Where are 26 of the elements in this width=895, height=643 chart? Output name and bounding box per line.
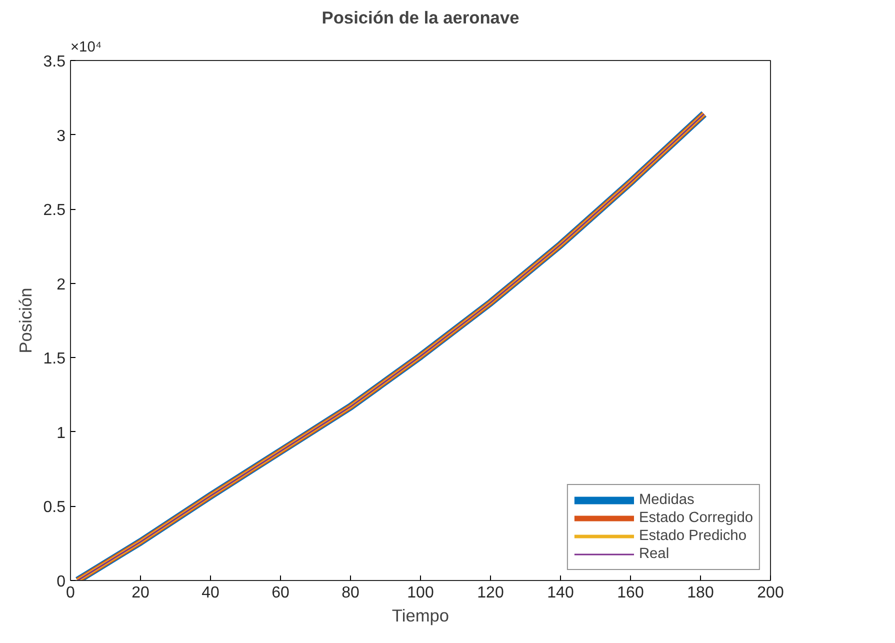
x-tick-label: 180	[687, 584, 714, 602]
legend-label: Estado Predicho	[638, 527, 746, 545]
y-tick-label: 2.5	[43, 202, 66, 220]
legend-label: Medidas	[638, 491, 694, 509]
y-tick-label: 1.5	[43, 350, 66, 368]
x-tick-label: 120	[477, 584, 504, 602]
x-tick-label: 60	[272, 584, 290, 602]
x-tick-label: 140	[547, 584, 574, 602]
x-tick-label: 200	[757, 584, 784, 602]
x-tick-label: 40	[202, 584, 220, 602]
x-tick-label: 100	[407, 584, 434, 602]
x-tick-label: 20	[132, 584, 150, 602]
y-tick-label: 2	[56, 276, 66, 294]
y-tick-label: 3.5	[43, 54, 66, 70]
y-axis-title: Posición	[15, 288, 36, 354]
y-tick-label: 1	[56, 424, 66, 442]
x-tick-label: 80	[342, 584, 360, 602]
x-axis-title: Tiempo	[392, 606, 450, 626]
legend-label: Estado Corregido	[638, 509, 753, 527]
y-tick-label: 0	[56, 574, 66, 590]
y-tick-label: 0.5	[43, 499, 66, 516]
x-tick-label: 160	[617, 584, 644, 602]
y-tick-label: 3	[56, 128, 66, 145]
text: ×10⁴	[70, 40, 102, 56]
legend-label: Real	[638, 545, 670, 563]
chart-title: Posición de la aeronave	[322, 8, 520, 28]
